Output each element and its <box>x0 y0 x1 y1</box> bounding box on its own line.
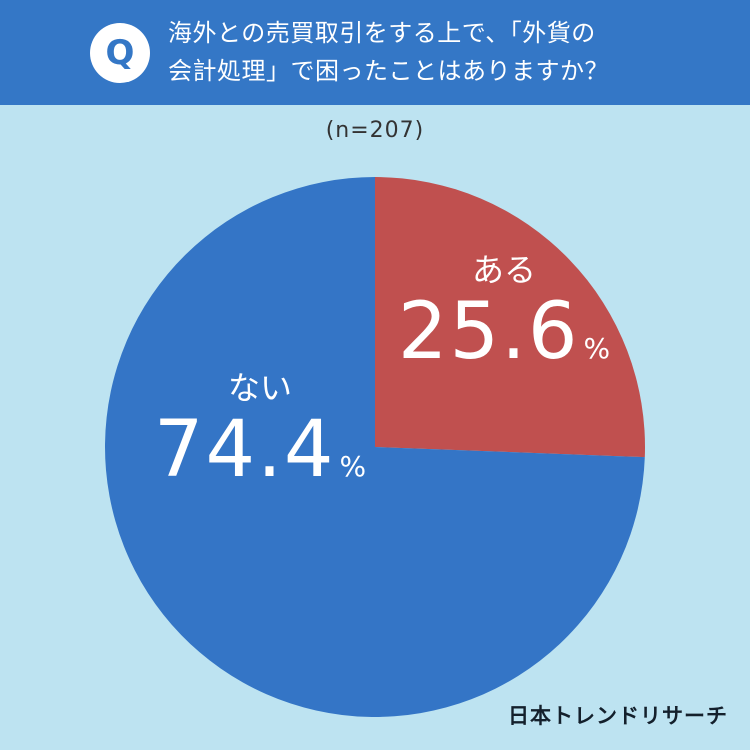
slice-value-aru-number: 25.6 <box>397 287 580 377</box>
slice-label-nai: ない 74.4% <box>140 368 380 509</box>
slice-value-aru: 25.6% <box>384 290 624 391</box>
pie-slice-aru <box>375 177 646 458</box>
slice-name-aru: ある <box>471 251 536 289</box>
slice-value-nai-number: 74.4 <box>153 405 336 495</box>
question-header: Q 海外との売買取引をする上で、「外貨の 会計処理」で困ったことはありますか？ <box>0 0 750 105</box>
sample-size: (n=207) <box>325 118 425 143</box>
slice-value-aru-unit: % <box>583 332 611 365</box>
q-badge: Q <box>90 23 150 83</box>
question-line-1: 海外との売買取引をする上で、「外貨の <box>168 19 596 47</box>
question-text: 海外との売買取引をする上で、「外貨の 会計処理」で困ったことはありますか？ <box>168 14 688 90</box>
slice-name-nai: ない <box>227 369 292 407</box>
slice-label-aru: ある 25.6% <box>384 250 624 391</box>
slice-value-nai-unit: % <box>339 450 367 483</box>
question-line-2: 会計処理」で困ったことはありますか？ <box>168 57 609 85</box>
slice-value-nai: 74.4% <box>140 408 380 509</box>
brand-logo: 日本トレンドリサーチ <box>508 704 728 728</box>
pie-slice-nai <box>105 177 645 717</box>
